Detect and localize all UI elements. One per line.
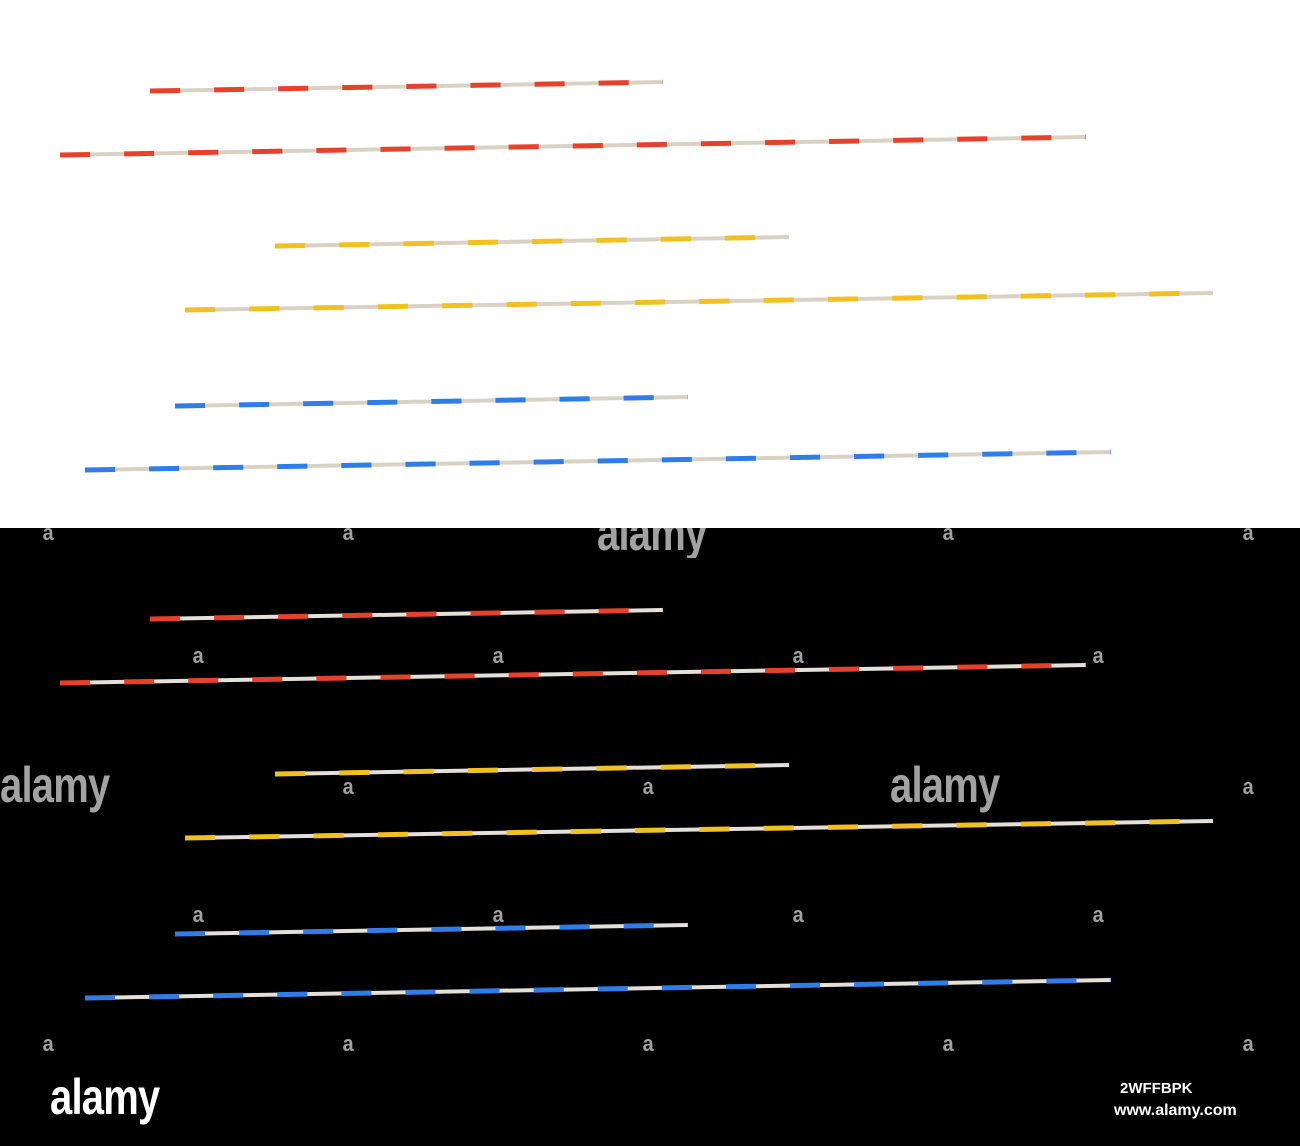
watermark-mark: a: [342, 1031, 354, 1056]
watermark-brand: alamy: [0, 757, 110, 813]
site-url-label: www.alamy.com: [1114, 1102, 1237, 1119]
watermark-mark: a: [792, 643, 804, 668]
watermark-mark: a: [942, 1031, 954, 1056]
watermark-mark: a: [1242, 774, 1254, 799]
watermark-mark: a: [342, 520, 354, 545]
watermark-brand: alamy: [597, 505, 707, 561]
alamy-logo: alamy: [50, 1069, 160, 1125]
watermark-mark: a: [1242, 1031, 1254, 1056]
watermark-mark: a: [1092, 643, 1104, 668]
bottom-red-stripes-2: [59, 662, 1087, 686]
top-blue-stripes-5: [174, 394, 689, 409]
bottom-yellow-stripes-4: [184, 818, 1214, 841]
watermark-mark: a: [342, 774, 354, 799]
watermark-mark: a: [192, 643, 204, 668]
bottom-yellow-stripes-3: [274, 762, 790, 777]
watermark-mark: a: [42, 1031, 54, 1056]
watermark-mark: a: [1092, 902, 1104, 927]
bottom-blue-stripes-5: [174, 922, 689, 937]
bottom-panel-lines: [59, 607, 1214, 1001]
watermark-mark: a: [192, 902, 204, 927]
watermark-mark: a: [642, 1031, 654, 1056]
image-id-label: 2WFFBPK: [1120, 1080, 1193, 1097]
top-yellow-stripes-3: [274, 234, 790, 249]
top-blue-stripes-6: [84, 449, 1112, 473]
bottom-blue-stripes-6: [84, 977, 1112, 1001]
watermark-mark: a: [42, 520, 54, 545]
bottom-red-stripes-1: [149, 607, 664, 622]
watermark-mark: a: [1242, 520, 1254, 545]
top-panel-lines: [59, 79, 1214, 473]
watermark-mark: a: [792, 902, 804, 927]
watermark-mark: a: [492, 643, 504, 668]
watermark-mark: a: [492, 902, 504, 927]
watermark-brand: alamy: [890, 757, 1000, 813]
top-yellow-stripes-4: [184, 290, 1214, 313]
top-red-stripes-2: [59, 134, 1087, 158]
top-red-stripes-1: [149, 79, 664, 94]
watermark-mark: a: [642, 774, 654, 799]
watermark-mark: a: [942, 520, 954, 545]
